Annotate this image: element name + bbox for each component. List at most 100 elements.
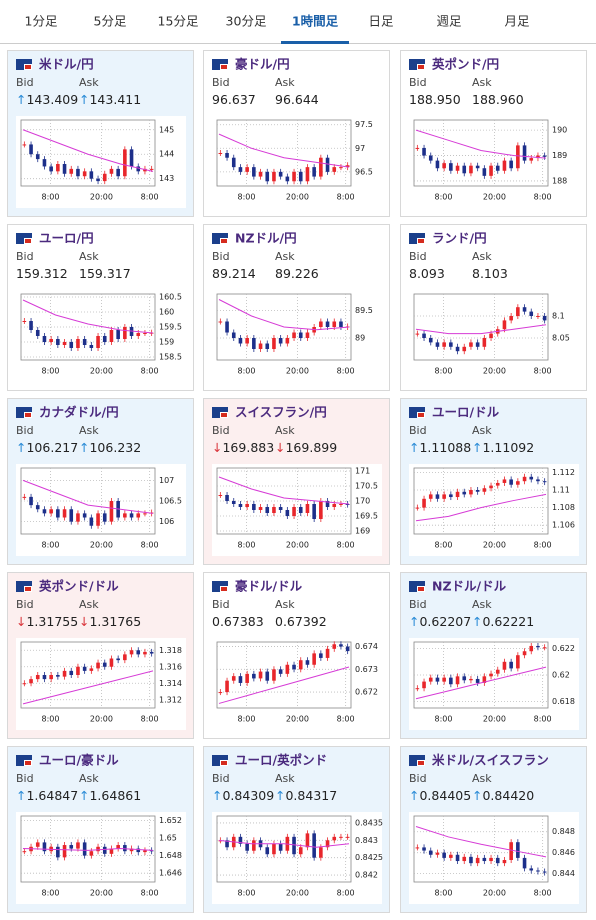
tab[interactable]: 15分足 — [158, 14, 199, 29]
bid-label: Bid — [16, 772, 34, 785]
candle — [319, 157, 323, 177]
ask-price: 143.411 — [89, 92, 141, 107]
candle — [332, 321, 337, 327]
tab[interactable]: 週足 — [436, 14, 462, 29]
ask-label: Ask — [79, 772, 99, 785]
trend-arrow: ↑ — [16, 440, 26, 455]
candle — [475, 165, 480, 169]
bid-value: 8.093 — [409, 266, 445, 281]
tab[interactable]: 月足 — [504, 14, 530, 29]
y-tick-label: 145 — [159, 125, 174, 134]
rate-card[interactable]: ユーロ/円 Bid Ask 159.312 159.317 158.5 159 159.5 16… — [7, 224, 194, 391]
candle — [339, 836, 343, 838]
candle — [542, 316, 547, 321]
flag — [418, 239, 424, 243]
candle — [469, 856, 473, 864]
x-tick-label: 8:00 — [534, 715, 552, 724]
candle — [278, 338, 283, 344]
trend-arrow: ↑ — [472, 440, 482, 455]
x-tick-label: 8:00 — [41, 541, 59, 550]
tab[interactable]: 30分足 — [226, 14, 267, 29]
x-tick-label: 8:00 — [434, 889, 452, 898]
candle — [29, 144, 33, 155]
candle — [502, 860, 507, 864]
ask-label: Ask — [79, 250, 99, 263]
bid-label: Bid — [409, 424, 427, 437]
x-tick-label: 8:00 — [237, 541, 255, 550]
x-tick-label: 8:00 — [41, 367, 59, 376]
rate-card[interactable]: NZドル/円 Bid Ask 89.214 89.226 89 89.5 8:00 20:00 8… — [203, 224, 390, 391]
rate-card[interactable]: 豪ドル/ドル Bid Ask 0.67383 0.67392 0.672 0.673 0.67… — [203, 572, 390, 739]
candle — [218, 692, 223, 694]
candle — [245, 843, 249, 851]
bid-label: Bid — [16, 424, 34, 437]
candle — [69, 509, 74, 522]
tab[interactable]: 日足 — [368, 14, 394, 29]
bid-price: 106.217 — [26, 440, 78, 455]
candle — [56, 339, 60, 345]
trend-arrow: ↑ — [472, 614, 482, 629]
x-tick-label: 8:00 — [337, 715, 355, 724]
moving-average — [218, 476, 350, 505]
candle — [516, 655, 520, 669]
candle — [69, 670, 74, 675]
x-tick-label: 20:00 — [483, 541, 506, 550]
candle — [442, 852, 446, 858]
tab[interactable]: 1時間足 — [292, 14, 339, 29]
tab[interactable]: 1分足 — [25, 14, 58, 29]
candle — [62, 342, 67, 345]
candle — [516, 145, 520, 169]
rate-card[interactable]: ランド/円 Bid Ask 8.093 8.103 8.05 8.1 8:00 20:00 8:0… — [400, 224, 587, 391]
flag — [418, 65, 424, 69]
candle — [422, 681, 426, 689]
candle — [109, 501, 114, 522]
rate-card[interactable]: 豪ドル/円 Bid Ask 96.637 96.644 96.5 97 97.5 8:00 20:… — [203, 50, 390, 217]
candle — [509, 661, 513, 669]
candle — [469, 165, 473, 174]
candle — [143, 333, 147, 334]
candle — [319, 847, 323, 858]
y-tick-label: 97 — [355, 144, 365, 153]
candle — [529, 645, 534, 652]
bid-price: 0.84309 — [222, 788, 274, 803]
candle — [278, 669, 283, 674]
moving-average — [415, 826, 547, 858]
bid-value: ↑0.62207 — [409, 614, 471, 629]
candle — [285, 510, 290, 516]
candle — [489, 673, 493, 677]
candle — [455, 854, 460, 862]
bid-label: Bid — [409, 772, 427, 785]
candle — [143, 513, 147, 515]
candle — [339, 321, 343, 327]
y-tick-label: 97.5 — [355, 120, 373, 129]
candle — [292, 171, 296, 182]
rate-card[interactable]: 英ポンド/円 Bid Ask 188.950 188.960 188 189 190 8:00 2… — [400, 50, 587, 217]
flag — [25, 65, 31, 69]
tab[interactable]: 5分足 — [94, 14, 127, 29]
candle — [435, 342, 440, 347]
candle — [339, 504, 343, 505]
candle — [231, 332, 236, 338]
bid-price: 96.637 — [212, 92, 256, 107]
x-tick-label: 8:00 — [534, 889, 552, 898]
candle — [96, 178, 100, 182]
candle — [469, 342, 473, 347]
flag — [418, 587, 424, 591]
candle — [35, 330, 40, 336]
candle — [69, 342, 74, 348]
ask-label: Ask — [472, 772, 492, 785]
candle — [102, 173, 107, 182]
candle — [265, 343, 270, 349]
pair-name: カナダドル/円 — [39, 405, 119, 420]
candle — [435, 852, 440, 855]
